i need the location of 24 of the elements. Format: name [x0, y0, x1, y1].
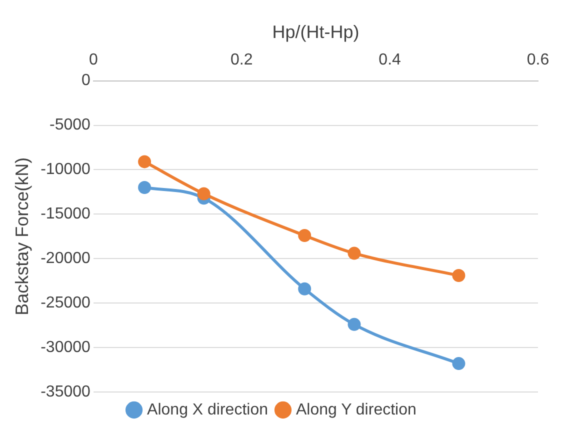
x-axis-title: Hp/(Ht-Hp) — [272, 22, 360, 42]
point — [452, 269, 466, 282]
point — [298, 282, 312, 296]
point — [348, 318, 361, 331]
y-tick-label: 0 — [82, 72, 91, 90]
y-tick-label: -15000 — [40, 206, 91, 223]
y-tick-label: -25000 — [40, 294, 91, 312]
point — [197, 187, 210, 200]
point — [348, 246, 361, 260]
y-tick-label: -35000 — [40, 383, 91, 400]
x-tick-label: 0.4 — [378, 52, 402, 69]
y-tick-label: -10000 — [40, 161, 91, 178]
legend-label: Along Y direction — [296, 401, 416, 418]
y-tick-label: -5000 — [50, 116, 91, 134]
point — [452, 357, 466, 370]
x-tick-label: 0.6 — [526, 52, 550, 69]
y-tick-label: -30000 — [40, 338, 91, 356]
point — [298, 229, 312, 242]
legend-label: Along X direction — [147, 401, 268, 418]
point — [138, 180, 152, 194]
y-axis-title: Backstay Force(kN) — [12, 157, 32, 316]
point — [138, 155, 152, 168]
y-tick-label: -20000 — [40, 250, 91, 268]
x-tick-label: 0.2 — [230, 52, 253, 69]
